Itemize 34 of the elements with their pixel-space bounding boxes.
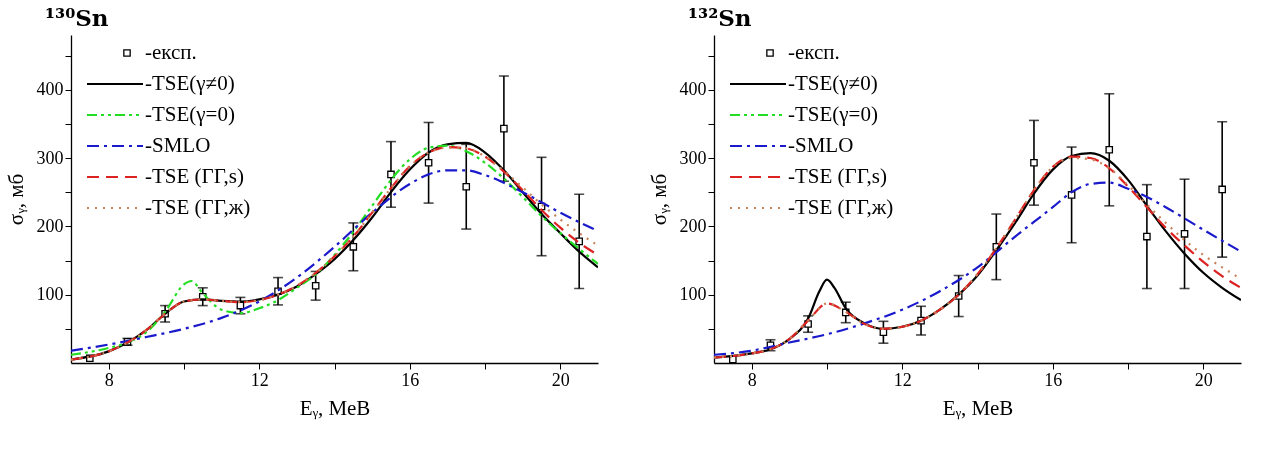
y-tick-label: 100 (36, 284, 64, 305)
x-tick-label: 8 (104, 369, 114, 390)
y-tick-label: 200 (679, 215, 707, 236)
legend-label: -TSE(γ≠0) (145, 71, 235, 95)
legend-label: -експ. (145, 40, 197, 64)
x-tick-label: 8 (747, 369, 757, 390)
legend-label: -SMLO (788, 133, 854, 157)
legend-label: -експ. (788, 40, 840, 64)
x-axis-title: Eᵧ, МеВ (299, 395, 371, 420)
legend-label: -TSE(γ=0) (788, 102, 878, 126)
y-tick-label: 100 (679, 284, 707, 305)
chart-title: ¹³⁰Sn (45, 4, 109, 31)
x-tick-label: 12 (250, 369, 269, 390)
y-tick-label: 400 (679, 79, 707, 100)
legend-label: -TSE (ΓГ,ж) (788, 195, 894, 219)
legend-label: -TSE(γ≠0) (788, 71, 878, 95)
y-axis-title: σᵧ, мб (3, 173, 28, 226)
x-tick-label: 16 (1044, 369, 1063, 390)
x-tick-label: 16 (401, 369, 420, 390)
legend-label: -SMLO (145, 133, 211, 157)
chart-title: ¹³²Sn (688, 4, 752, 31)
legend-label: -TSE (ΓГ,s) (788, 164, 887, 188)
legend-label: -TSE (ΓГ,s) (145, 164, 244, 188)
x-tick-label: 20 (551, 369, 570, 390)
y-tick-label: 400 (36, 79, 64, 100)
y-tick-label: 300 (679, 147, 707, 168)
y-tick-label: 300 (36, 147, 64, 168)
x-tick-label: 12 (893, 369, 912, 390)
x-axis-title: Eᵧ, МеВ (942, 395, 1014, 420)
y-axis-title: σᵧ, мб (646, 173, 671, 226)
y-tick-label: 200 (36, 215, 64, 236)
legend-label: -TSE(γ=0) (145, 102, 235, 126)
x-tick-label: 20 (1194, 369, 1213, 390)
legend-label: -TSE (ΓГ,ж) (145, 195, 251, 219)
